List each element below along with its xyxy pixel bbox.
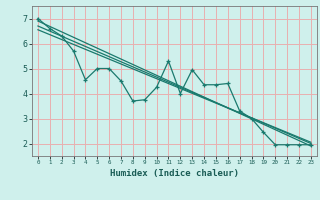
X-axis label: Humidex (Indice chaleur): Humidex (Indice chaleur) — [110, 169, 239, 178]
